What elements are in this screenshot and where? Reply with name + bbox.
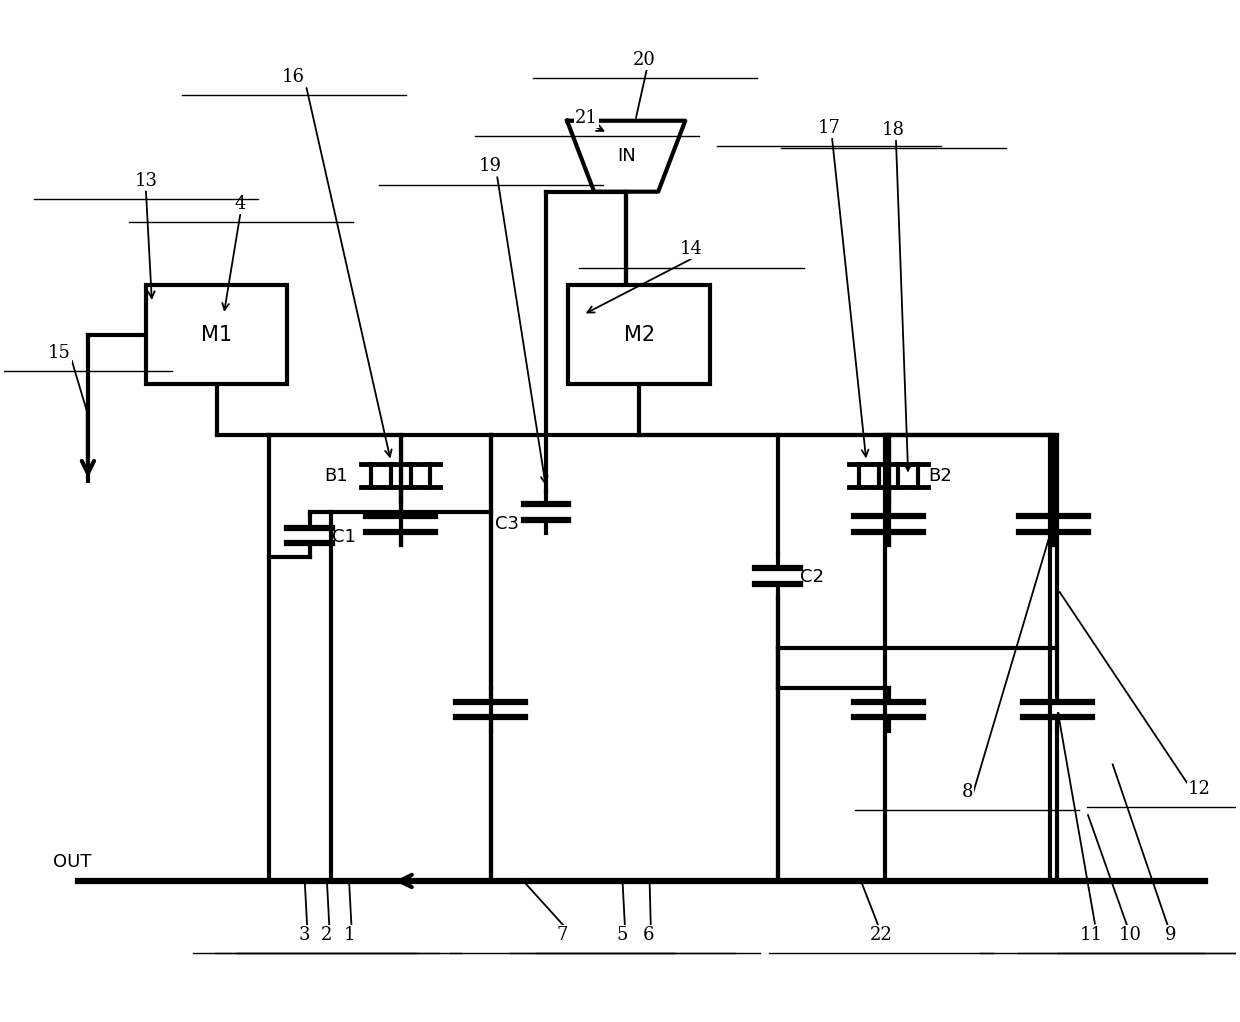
Text: OUT: OUT	[53, 852, 92, 871]
Text: 4: 4	[234, 195, 247, 213]
Text: 12: 12	[1188, 780, 1210, 798]
Bar	[568, 285, 711, 384]
Text: 15: 15	[48, 343, 71, 362]
Text: 2: 2	[321, 926, 332, 943]
Text: IN: IN	[616, 147, 636, 166]
Text: M1: M1	[201, 325, 232, 344]
Text: C3: C3	[495, 515, 520, 532]
Text: 13: 13	[134, 172, 157, 189]
Bar	[146, 285, 288, 384]
Text: 20: 20	[634, 51, 656, 68]
Text: 5: 5	[616, 926, 629, 943]
Text: 6: 6	[642, 926, 653, 943]
Text: 10: 10	[1118, 926, 1141, 943]
Text: B1: B1	[324, 466, 347, 484]
Text: 11: 11	[1080, 926, 1104, 943]
Text: 9: 9	[1164, 926, 1177, 943]
Text: 3: 3	[299, 926, 310, 943]
Text: C2: C2	[800, 568, 823, 587]
Text: 1: 1	[343, 926, 355, 943]
Text: 16: 16	[283, 68, 305, 86]
Text: 7: 7	[557, 926, 568, 943]
Text: 22: 22	[869, 926, 893, 943]
Text: C1: C1	[332, 527, 356, 546]
Text: 14: 14	[680, 240, 703, 259]
Text: 18: 18	[882, 121, 905, 139]
Text: 19: 19	[479, 157, 502, 176]
Text: 17: 17	[818, 119, 841, 137]
Text: M2: M2	[624, 325, 655, 344]
Text: 8: 8	[961, 783, 973, 801]
Text: B2: B2	[928, 466, 951, 484]
Text: 21: 21	[575, 108, 598, 127]
